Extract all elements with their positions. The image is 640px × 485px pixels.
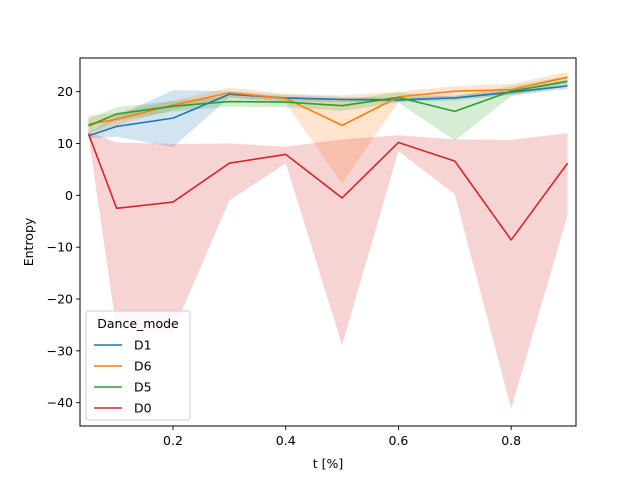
x-tick-label: 0.2 xyxy=(163,433,183,448)
y-tick-label: −20 xyxy=(47,292,73,307)
legend-label-d1: D1 xyxy=(134,338,152,353)
y-axis-ticks: 20 10 0 −10 −20 −30 −40 xyxy=(47,84,80,410)
y-tick-label: 20 xyxy=(57,84,73,99)
series-lines xyxy=(87,76,569,241)
plot-frame xyxy=(79,57,577,427)
legend-title: Dance_mode xyxy=(97,316,179,331)
x-tick-label: 0.4 xyxy=(276,433,296,448)
y-axis-label: Entropy xyxy=(21,217,36,266)
legend-label-d0: D0 xyxy=(134,401,152,416)
y-tick-label: −40 xyxy=(47,395,73,410)
x-tick-label: 0.8 xyxy=(501,433,521,448)
y-tick-label: 10 xyxy=(57,136,73,151)
y-tick-label: −30 xyxy=(47,343,73,358)
legend-box xyxy=(85,310,191,421)
line-d0 xyxy=(87,133,569,241)
band-d0 xyxy=(88,131,568,409)
legend-label-d5: D5 xyxy=(134,380,152,395)
y-tick-label: 0 xyxy=(65,188,73,203)
line-d6 xyxy=(88,76,568,127)
x-axis-label: t [%] xyxy=(313,456,344,471)
x-axis-ticks: 0.2 0.4 0.6 0.8 xyxy=(163,426,521,448)
band-d6 xyxy=(88,71,568,184)
line-d1 xyxy=(88,85,568,137)
legend-label-d6: D6 xyxy=(134,359,152,374)
y-tick-label: −10 xyxy=(47,240,73,255)
line-d5 xyxy=(88,80,568,127)
legend: Dance_mode D1 D6 D5 D0 xyxy=(85,310,191,421)
x-tick-label: 0.6 xyxy=(389,433,409,448)
band-d5 xyxy=(88,76,568,141)
